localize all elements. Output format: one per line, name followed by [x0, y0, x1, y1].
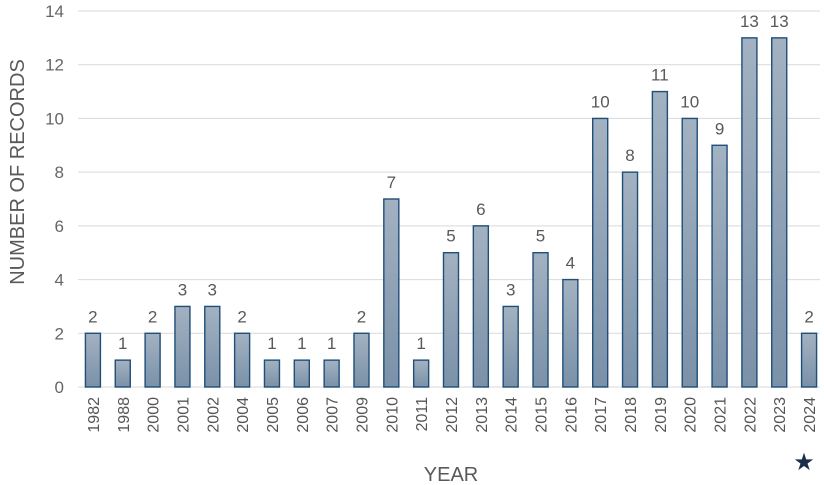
bar: [592, 117, 609, 388]
bar: [204, 305, 221, 388]
x-tick-label: 2010: [384, 397, 401, 433]
data-label: 6: [476, 200, 485, 219]
data-label: 10: [680, 92, 699, 111]
data-label: 3: [178, 280, 187, 299]
data-label: 13: [740, 12, 759, 31]
y-tick-label: 14: [45, 2, 64, 21]
data-label: 8: [625, 146, 634, 165]
data-label: 3: [208, 280, 217, 299]
x-tick-label: 2024: [802, 397, 819, 433]
x-tick-label: 2013: [474, 397, 491, 433]
bar: [741, 37, 758, 388]
data-label: 5: [446, 227, 455, 246]
data-label: 1: [416, 334, 425, 353]
bar: [263, 359, 281, 388]
x-tick-label: 2001: [175, 397, 192, 433]
x-tick-label: 2012: [444, 397, 461, 433]
y-axis-ticks: 0 2 4 6 8 10 12 14: [45, 2, 64, 397]
x-axis-title: YEAR: [424, 464, 478, 485]
bar: [800, 332, 818, 388]
bar: [84, 332, 102, 388]
bars: [84, 37, 818, 388]
bar: [174, 305, 191, 388]
x-tick-label: 2009: [354, 397, 371, 433]
x-tick-label: 2006: [295, 397, 312, 433]
bar: [383, 198, 400, 388]
data-label: 11: [651, 66, 669, 85]
bar: [323, 359, 340, 388]
data-label: 10: [591, 92, 610, 111]
bar: [353, 332, 370, 388]
x-tick-label: 2002: [205, 397, 222, 433]
bar: [293, 359, 310, 388]
x-tick-label: 2014: [504, 397, 521, 433]
x-tick-label: 2019: [653, 397, 670, 433]
x-tick-label: 2018: [623, 397, 640, 433]
bar: [502, 305, 519, 388]
x-tick-label: 2004: [235, 397, 252, 433]
y-tick-label: 0: [55, 378, 64, 397]
data-label: 4: [566, 254, 575, 273]
x-tick-label: 2020: [683, 397, 700, 433]
y-tick-label: 8: [55, 163, 64, 182]
data-label: 1: [297, 334, 306, 353]
bar: [651, 90, 669, 388]
x-tick-label: 1988: [116, 397, 133, 433]
data-label: 1: [267, 334, 276, 353]
bar: [532, 252, 549, 388]
x-tick-label: 2017: [593, 397, 610, 433]
bar: [233, 332, 251, 388]
x-axis-ticks: 1982 1988 2000 2001 2002 2004 2005 2006 2007 2009…: [86, 397, 819, 433]
bar: [711, 144, 728, 388]
data-label: 7: [387, 173, 396, 192]
x-tick-label: 1982: [86, 397, 103, 433]
x-tick-label: 2022: [742, 397, 759, 433]
data-label: 2: [148, 307, 157, 326]
data-label: 2: [237, 307, 246, 326]
x-tick-label: 2021: [713, 397, 730, 433]
bar: [412, 359, 430, 388]
y-tick-label: 10: [45, 109, 64, 128]
bar: [442, 252, 460, 388]
bar: [144, 332, 161, 388]
bar: [621, 171, 639, 388]
data-label: 13: [770, 12, 789, 31]
y-tick-label: 12: [45, 56, 64, 75]
data-label: 5: [536, 227, 545, 246]
y-tick-label: 2: [55, 324, 64, 343]
bar: [562, 278, 579, 388]
data-label: 2: [88, 307, 97, 326]
y-tick-label: 4: [55, 271, 64, 290]
x-tick-label: 2007: [325, 397, 342, 433]
y-axis-title: NUMBER OF RECORDS: [7, 59, 29, 285]
bar: [472, 225, 490, 388]
data-label: 2: [804, 307, 813, 326]
star-icon: ★: [793, 448, 815, 476]
y-tick-label: 6: [55, 217, 64, 236]
x-tick-label: 2011: [414, 397, 431, 432]
x-tick-label: 2016: [563, 397, 580, 433]
data-label: 1: [118, 334, 127, 353]
x-tick-label: 2023: [772, 397, 789, 433]
x-tick-label: 2015: [534, 397, 551, 433]
data-label: 1: [327, 334, 336, 353]
bar: [771, 37, 788, 388]
x-tick-label: 2000: [146, 397, 163, 433]
bar: [681, 117, 698, 388]
data-label: 9: [715, 119, 724, 138]
bar: [114, 359, 131, 388]
data-label: 2: [357, 307, 366, 326]
data-label: 3: [506, 280, 515, 299]
x-tick-label: 2005: [265, 397, 282, 433]
